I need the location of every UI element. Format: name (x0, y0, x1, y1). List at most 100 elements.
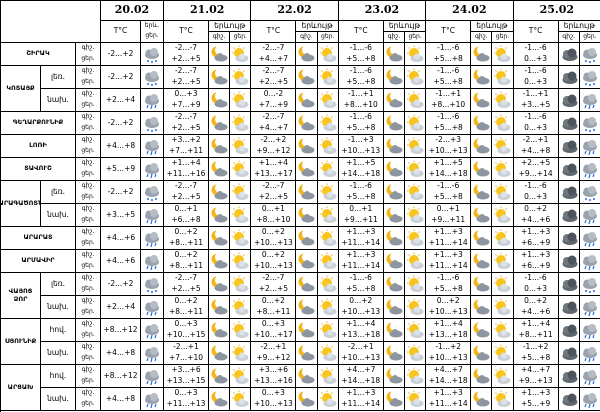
weather-icon (386, 205, 403, 222)
cell-text: +4...+8 (105, 140, 136, 150)
temp-range: -2...+1 +9...+12 (251, 342, 297, 365)
cell-text: +9...+13 (518, 376, 553, 386)
temp-range: 0...+2 +8...+11 (251, 296, 297, 319)
weather-icon-cell (141, 388, 164, 411)
weather-icon (231, 136, 250, 154)
weather-icon (493, 343, 512, 361)
weather-icon-cell (141, 296, 164, 319)
icon-shape (493, 182, 512, 200)
cell-text: -1...-6 (437, 273, 460, 283)
weather-icon (580, 45, 600, 64)
weather-icon (562, 94, 578, 107)
temp-range: -1...+1 +8...+10 (426, 89, 472, 112)
weather-icon-cell (209, 365, 231, 388)
cell-text: +13...+18 (341, 330, 381, 340)
cell-text: -2...+2 (107, 278, 134, 288)
region-name: ԱՐԱԳԱԾՈՏՆ (1, 181, 41, 227)
weather-icon-cell (405, 296, 427, 319)
weather-icon (406, 366, 425, 384)
weather-icon-cell (558, 227, 580, 250)
cell-text: +3...+5 (105, 209, 136, 219)
temp-range: +4...+7 +14...+18 (338, 365, 384, 388)
weather-icon (211, 159, 228, 176)
cell-text: ցեր. (495, 32, 510, 40)
weather-icon (319, 297, 337, 315)
weather-icon-cell (471, 158, 493, 181)
icon-shape (473, 182, 490, 199)
weather-icon (473, 343, 490, 360)
icon-shape (298, 44, 315, 61)
day-header: ցեր. (405, 32, 427, 43)
icon-shape (386, 228, 403, 245)
zone-label: նախ. (41, 342, 76, 365)
cell-text: 0...+2 (349, 296, 373, 306)
icon-shape (145, 232, 159, 247)
cell-text: 0...+3 (174, 319, 198, 329)
weather-icon (406, 343, 425, 361)
weather-icon-cell (579, 89, 600, 112)
weather-icon (319, 389, 337, 407)
icon-shape (211, 67, 228, 84)
cell-text: +1...+5 (433, 158, 463, 168)
icon-shape (211, 274, 228, 291)
weather-icon (473, 251, 490, 268)
icon-shape (298, 274, 315, 291)
icon-shape (406, 320, 425, 338)
icon-shape (145, 301, 159, 316)
temp-range: -2...-7 +2...+5 (251, 273, 297, 296)
temp-range: 0...+3 +10...+17 (251, 319, 297, 342)
weather-icon (211, 366, 228, 383)
zone-label: հով. (41, 365, 76, 388)
icon-shape (493, 44, 512, 62)
weather-icon-cell (296, 365, 318, 388)
cell-text: 0...+1 (174, 204, 198, 214)
weather-icon (580, 183, 600, 202)
weather-icon-cell (209, 296, 231, 319)
temp-range: -2...-7 +2...+5 (164, 66, 209, 89)
cell-text: 0...+2 (174, 250, 198, 260)
icon-shape (319, 274, 337, 292)
weather-icon (580, 206, 600, 225)
weather-icon-cell (579, 365, 600, 388)
icon-shape (583, 278, 597, 293)
cell-text: ցեր. (81, 331, 95, 339)
weather-icon-cell (405, 43, 427, 66)
cell-text: +11...+14 (428, 399, 468, 409)
weather-icon-cell (141, 227, 164, 250)
cell-text: -2...+1 (260, 342, 287, 352)
cell-text: +1...+3 (520, 227, 551, 237)
cell-text: +4...+7 (258, 54, 289, 64)
cell-text: -2...-7 (262, 43, 285, 53)
weather-icon (562, 324, 578, 337)
temp-range: -1...-6 0...+3 (513, 273, 559, 296)
cell-text: գիշ. (81, 205, 95, 213)
date: 20.02 (101, 1, 164, 21)
cell-text: +10...+15 (166, 330, 206, 340)
icon-shape (298, 366, 315, 383)
icon-shape (231, 90, 250, 108)
time-labels: գիշ. ցեր. (76, 204, 101, 227)
icon-shape (145, 370, 159, 385)
temp-range: +1...+3 +11...+14 (426, 388, 472, 411)
weather-icon (319, 228, 337, 246)
icon-shape (386, 67, 403, 84)
cell-text: գիշ. (212, 32, 226, 40)
weather-icon (406, 320, 425, 338)
temp-range: -2...+1 +4...+8 (513, 135, 559, 158)
weather-icon-cell (492, 365, 514, 388)
temp-range: -1...-6 +5...+8 (426, 43, 472, 66)
cell-text: +2...+5 (520, 158, 551, 168)
phenomenon-header: երև. ցեր. (141, 21, 164, 43)
weather-icon-cell (405, 227, 427, 250)
weather-icon-cell (317, 66, 339, 89)
phenomenon-header: երևույթ (209, 21, 252, 32)
icon-shape (298, 159, 315, 176)
icon-shape (145, 163, 159, 178)
cell-text: +8...+11 (256, 307, 291, 317)
cell-text: գիշ. (474, 32, 488, 40)
cell-text: +3...+6 (171, 365, 201, 375)
weather-icon-cell (579, 227, 600, 250)
weather-icon-cell (230, 66, 252, 89)
icon-shape (583, 209, 597, 224)
cell-text: +5...+8 (346, 123, 376, 133)
